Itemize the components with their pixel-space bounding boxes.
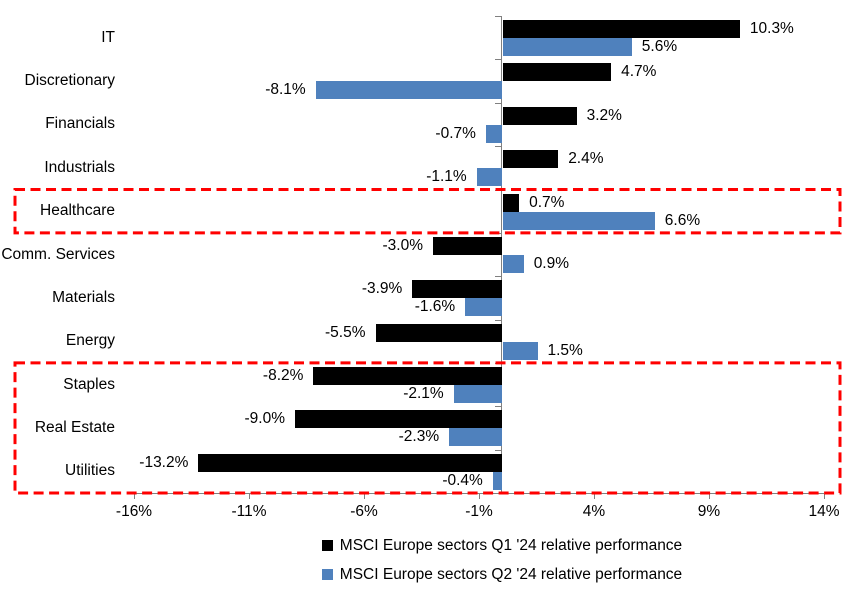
bar-q2-financials <box>485 124 502 143</box>
bar-q2-industrials <box>476 168 502 187</box>
value-label-q2-utilities: -0.4% <box>442 471 483 489</box>
bar-q2-materials <box>465 298 502 317</box>
bar-q1-materials <box>412 280 502 299</box>
y-axis-tick <box>495 189 501 191</box>
y-axis-tick <box>495 102 501 104</box>
x-tick-label-9: 9% <box>697 503 721 520</box>
y-axis-tick <box>495 319 501 321</box>
y-axis-tick <box>495 59 501 61</box>
bar-q2-discretionary <box>315 81 502 100</box>
legend-swatch-q1-icon <box>321 540 333 551</box>
value-label-q2-healthcare: 6.6% <box>664 211 701 229</box>
legend-item-q2: MSCI Europe sectors Q2 '24 relative perf… <box>321 565 683 584</box>
category-label-it: IT <box>101 28 115 46</box>
bar-q1-healthcare <box>503 193 520 212</box>
bar-q2-energy <box>503 341 538 360</box>
y-axis-tick <box>495 276 501 278</box>
value-label-q1-real-estate: -9.0% <box>244 410 286 428</box>
x-axis-tick <box>249 494 250 499</box>
bar-q2-real-estate <box>449 428 502 447</box>
category-label-real-estate: Real Estate <box>34 419 115 436</box>
legend-swatch-q2-icon <box>321 569 333 580</box>
y-axis-tick <box>495 493 501 494</box>
legend-item-q1: MSCI Europe sectors Q1 '24 relative perf… <box>321 536 683 555</box>
value-label-q1-energy: -5.5% <box>325 323 366 341</box>
bar-q1-financials <box>503 106 577 125</box>
legend-label-q1: MSCI Europe sectors Q1 '24 relative perf… <box>339 537 683 554</box>
x-axis-tick <box>364 494 365 499</box>
value-label-q2-energy: 1.5% <box>547 341 583 359</box>
value-label-q1-materials: -3.9% <box>361 280 403 298</box>
category-label-energy: Energy <box>65 332 115 350</box>
value-label-q2-financials: -0.7% <box>435 124 476 142</box>
category-label-comm-services: Comm. Services <box>1 245 115 263</box>
bar-q1-real-estate <box>295 410 502 429</box>
legend-label-q2: MSCI Europe sectors Q2 '24 relative perf… <box>339 566 683 583</box>
y-axis-tick <box>495 406 501 408</box>
y-axis-tick <box>495 232 501 234</box>
value-label-q2-comm-services: 0.9% <box>533 254 570 272</box>
value-label-q2-it: 5.6% <box>641 38 678 55</box>
value-label-q1-it: 10.3% <box>749 20 794 37</box>
category-label-healthcare: Healthcare <box>40 202 115 220</box>
bar-q2-it <box>503 38 632 56</box>
x-axis-tick <box>134 494 135 499</box>
category-label-financials: Financials <box>45 115 115 133</box>
y-axis-tick <box>495 449 501 451</box>
bar-q1-energy <box>375 323 502 342</box>
category-label-industrials: Industrials <box>44 158 115 176</box>
bar-q2-healthcare <box>503 211 655 230</box>
bar-q1-staples <box>313 366 502 385</box>
x-axis-tick <box>709 494 710 499</box>
legend: MSCI Europe sectors Q1 '24 relative perf… <box>152 536 852 584</box>
value-label-q2-discretionary: -8.1% <box>265 81 306 99</box>
value-label-q1-healthcare: 0.7% <box>529 193 565 211</box>
value-label-q1-financials: 3.2% <box>586 106 622 124</box>
bar-q1-industrials <box>503 150 559 169</box>
value-label-q2-industrials: -1.1% <box>426 168 467 186</box>
category-label-utilities: Utilities <box>65 462 115 480</box>
x-tick-label-11: -11% <box>231 503 267 520</box>
bar-q2-comm-services <box>503 254 524 273</box>
y-axis-tick <box>495 146 501 148</box>
bar-q1-comm-services <box>433 236 502 255</box>
category-label-staples: Staples <box>63 375 115 393</box>
bar-q1-utilities <box>198 453 502 472</box>
x-tick-label-16: -16% <box>115 503 153 520</box>
bar-q1-it <box>503 20 740 38</box>
x-axis-tick <box>479 494 480 499</box>
y-axis-tick <box>495 362 501 364</box>
bar-q1-discretionary <box>503 63 612 82</box>
bar-q2-staples <box>453 384 502 403</box>
value-label-q2-staples: -2.1% <box>403 384 444 402</box>
value-label-q2-materials: -1.6% <box>414 298 456 316</box>
value-label-q2-real-estate: -2.3% <box>398 428 440 446</box>
x-tick-label-4: 4% <box>582 503 606 520</box>
y-axis-tick <box>495 16 501 17</box>
value-label-q1-comm-services: -3.0% <box>382 236 424 254</box>
bar-q2-utilities <box>492 471 502 490</box>
value-label-q1-utilities: -13.2% <box>139 453 189 471</box>
category-label-materials: Materials <box>52 288 115 306</box>
x-tick-label-14: 14% <box>808 503 840 520</box>
value-label-q1-staples: -8.2% <box>262 366 304 384</box>
value-label-q1-discretionary: 4.7% <box>621 63 657 81</box>
x-tick-label-1: -1% <box>465 503 493 520</box>
value-label-q1-industrials: 2.4% <box>568 150 604 168</box>
x-axis-tick <box>824 494 825 499</box>
category-label-discretionary: Discretionary <box>24 72 115 89</box>
x-tick-label-6: -6% <box>350 503 378 520</box>
x-axis-tick <box>594 494 595 499</box>
